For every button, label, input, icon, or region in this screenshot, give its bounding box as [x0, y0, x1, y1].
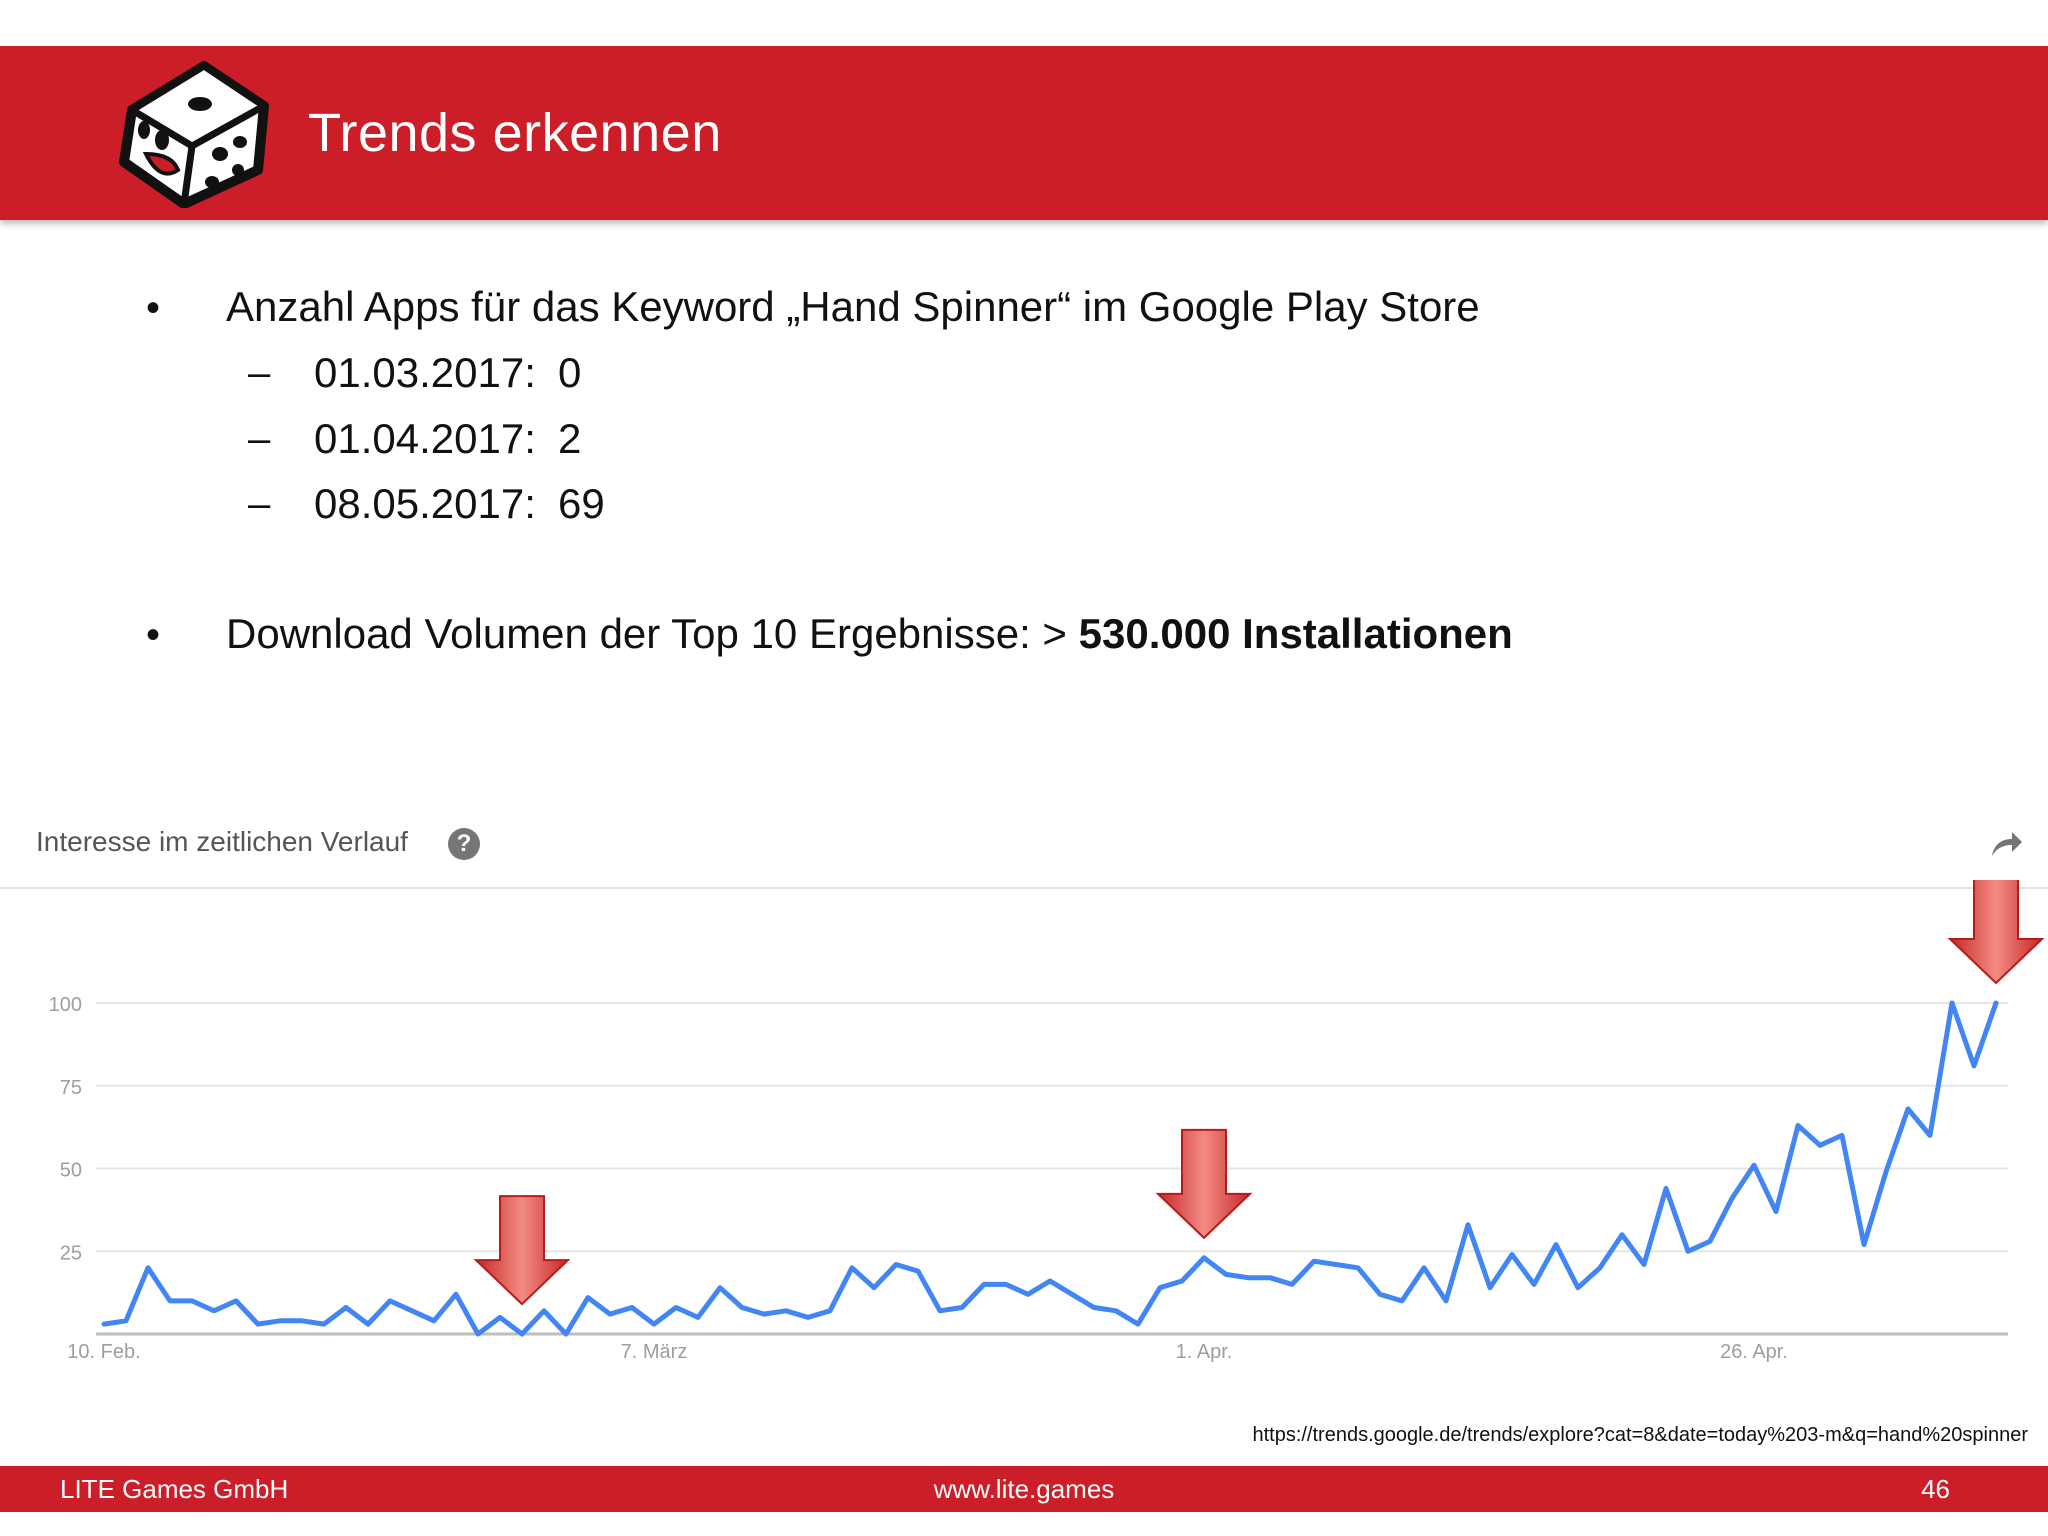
bullet-keyword-count: Anzahl Apps für das Keyword „Hand Spinne…: [226, 283, 1480, 330]
x-tick-label: 26. Apr.: [1720, 1341, 1788, 1363]
bullet-dot: •: [146, 613, 161, 657]
sub-bullet-dash: –: [248, 351, 271, 395]
chart-panel-title: Interesse im zeitlichen Verlauf: [36, 826, 408, 857]
annotation-arrows: [473, 880, 2045, 1306]
y-tick-label: 75: [60, 1077, 82, 1099]
dice-logo-icon: [119, 61, 269, 208]
sub-bullet-date: 08.05.2017:: [314, 480, 536, 527]
trend-line-chart: 25 50 75 100 10. Feb. 7. März 1. Apr. 26. Apr.: [49, 880, 2045, 1363]
sub-bullet-date: 01.04.2017:: [314, 415, 536, 462]
y-tick-label: 50: [60, 1160, 82, 1182]
share-arrow-icon[interactable]: [1988, 828, 2024, 860]
bullet-dot: •: [146, 286, 161, 330]
down-arrow-icon: [1947, 880, 2045, 985]
question-circle-icon[interactable]: ?: [448, 828, 480, 860]
sub-bullet-item: 08.05.2017: 69: [314, 480, 605, 528]
sub-bullet-value: 2: [558, 415, 582, 462]
sub-bullet-date: 01.03.2017:: [314, 349, 536, 396]
sub-bullet-dash: –: [248, 417, 271, 461]
x-axis-ticks: 10. Feb. 7. März 1. Apr. 26. Apr.: [67, 1341, 1788, 1363]
slide-footer: LITE Games GmbH www.lite.games 46: [0, 1466, 2048, 1512]
sub-bullet-value: 0: [558, 349, 582, 396]
x-tick-label: 10. Feb.: [67, 1341, 140, 1363]
source-url[interactable]: https://trends.google.de/trends/explore?…: [1252, 1424, 2028, 1446]
down-arrow-icon: [1155, 1128, 1253, 1240]
bullet-download-volume: Download Volumen der Top 10 Ergebnisse: …: [226, 610, 1513, 658]
y-tick-label: 100: [49, 994, 82, 1016]
y-tick-label: 25: [60, 1242, 82, 1264]
footer-website[interactable]: www.lite.games: [933, 1474, 1115, 1504]
x-tick-label: 7. März: [621, 1341, 688, 1363]
y-axis-ticks: 25 50 75 100: [49, 994, 82, 1264]
sub-bullet-item: 01.04.2017: 2: [314, 415, 581, 463]
series-layer: [101, 1000, 1999, 1337]
chart-grid: [96, 1002, 2008, 1336]
sub-bullet-dash: –: [248, 482, 271, 526]
footer-company: LITE Games GmbH: [60, 1474, 289, 1504]
chart-divider: [0, 887, 2048, 889]
sub-bullet-item: 01.03.2017: 0: [314, 349, 581, 397]
x-tick-label: 1. Apr.: [1176, 1341, 1233, 1363]
slide-header: Trends erkennen: [0, 46, 2048, 220]
down-arrow-icon: [473, 1195, 571, 1306]
sub-bullet-value: 69: [558, 480, 605, 527]
bullet-download-text: Download Volumen der Top 10 Ergebnisse: …: [226, 610, 1079, 657]
slide-title: Trends erkennen: [308, 103, 722, 163]
series-line: [101, 1000, 1999, 1337]
bullet-download-highlight: 530.000 Installationen: [1078, 610, 1513, 657]
footer-page-number: 46: [1921, 1474, 1950, 1504]
